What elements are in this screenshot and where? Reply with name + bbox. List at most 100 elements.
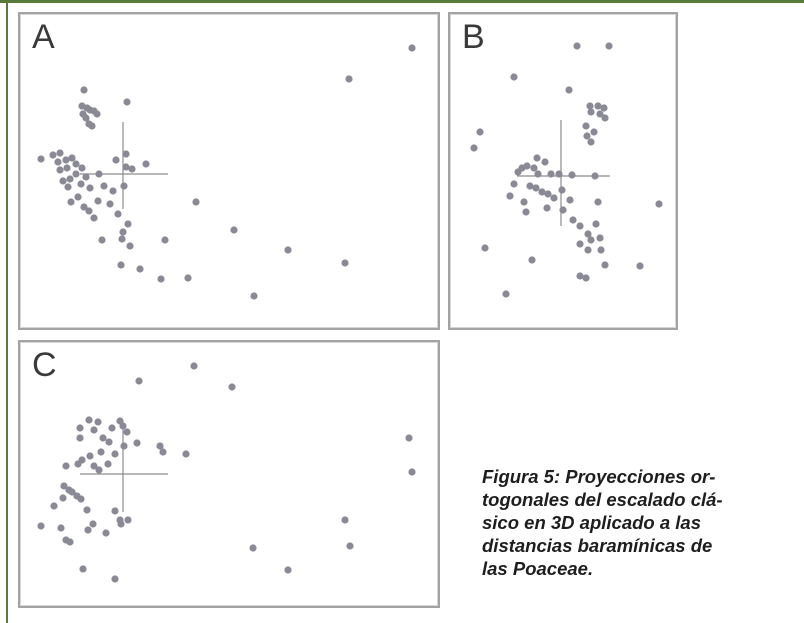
plot-b-point xyxy=(586,102,594,110)
plot-b-point xyxy=(576,272,584,280)
plot-a-point xyxy=(250,292,258,300)
panel-label-b: B xyxy=(462,18,485,56)
plot-c-point xyxy=(108,424,116,432)
plot-b-point xyxy=(592,220,600,228)
plot-a-point xyxy=(88,122,96,130)
plot-a-point xyxy=(142,160,150,168)
plot-b-point xyxy=(576,222,584,230)
plot-a-point xyxy=(157,275,165,283)
plot-a-point xyxy=(284,246,292,254)
plot-c-point xyxy=(123,428,131,436)
plot-a-point xyxy=(128,165,136,173)
plot-c-point xyxy=(346,542,354,550)
plot-b-point xyxy=(569,216,577,224)
plot-c-point xyxy=(79,565,87,573)
plot-c-point xyxy=(159,448,167,456)
plot-c-point xyxy=(405,434,413,442)
plot-c-point xyxy=(76,424,84,432)
plot-a-point xyxy=(124,220,132,228)
plot-a-point xyxy=(80,86,88,94)
plot-c-point xyxy=(86,452,94,460)
plot-c-point xyxy=(37,522,45,530)
plot-c-point xyxy=(341,516,349,524)
panel-label-c: C xyxy=(32,346,57,384)
projection-panel-b: B xyxy=(448,12,678,330)
plot-b-point xyxy=(594,102,602,110)
plot-b-point xyxy=(544,190,552,198)
plot-c-point xyxy=(111,575,119,583)
plot-b-point xyxy=(584,230,592,238)
plot-b-point xyxy=(636,262,644,270)
projection-panel-a: A xyxy=(18,12,440,330)
plot-a-point xyxy=(64,183,72,191)
plot-a-point xyxy=(82,114,90,122)
plot-c-point xyxy=(68,488,76,496)
plot-c-point xyxy=(111,450,119,458)
plot-b-point xyxy=(510,73,518,81)
plot-b-point xyxy=(555,170,563,178)
plot-a-point xyxy=(54,158,62,166)
plot-a-point xyxy=(120,182,128,190)
plot-a-point xyxy=(126,242,134,250)
plot-c-point xyxy=(89,520,97,528)
plot-a-point xyxy=(93,110,101,118)
plot-b-point xyxy=(476,128,484,136)
caption-line-5: las Poaceae. xyxy=(482,558,594,579)
plot-b-point xyxy=(550,194,558,202)
plot-c-point xyxy=(408,468,416,476)
plot-b-point xyxy=(576,240,584,248)
plot-a-point xyxy=(109,187,117,195)
plot-a-point xyxy=(66,175,74,183)
plot-a-point xyxy=(117,261,125,269)
plot-c-point xyxy=(105,438,113,446)
plot-a-point xyxy=(122,150,130,158)
plot-c-point xyxy=(95,466,103,474)
plot-a-point xyxy=(72,160,80,168)
plot-a-point xyxy=(341,259,349,267)
plot-a-point xyxy=(67,198,75,206)
plot-b-point xyxy=(533,154,541,162)
plot-a-point xyxy=(408,44,416,52)
page-frame-top xyxy=(0,0,804,3)
scatter-plot-a xyxy=(37,44,416,300)
page-frame-left xyxy=(6,0,8,623)
plot-c-point xyxy=(57,524,65,532)
plot-c-point xyxy=(83,506,91,514)
plot-c-point xyxy=(104,460,112,468)
plot-a-point xyxy=(59,177,67,185)
plot-c-point xyxy=(182,450,190,458)
plot-b-point xyxy=(573,42,581,50)
plot-c-point xyxy=(120,442,128,450)
scatter-plot-b xyxy=(470,42,663,298)
plot-c-point xyxy=(66,538,74,546)
plot-a-point xyxy=(136,265,144,273)
plot-a-point xyxy=(100,182,108,190)
plot-b-point xyxy=(582,274,590,282)
plot-a-point xyxy=(72,170,80,178)
plot-b-point xyxy=(538,188,546,196)
plot-c-point xyxy=(84,526,92,534)
plot-a-point xyxy=(192,198,200,206)
plot-b-point xyxy=(587,108,595,116)
plot-c-point xyxy=(77,495,85,503)
plot-c-point xyxy=(284,566,292,574)
plot-b-point xyxy=(601,261,609,269)
plot-a-point xyxy=(85,207,93,215)
plot-c-point xyxy=(228,383,236,391)
plot-b-point xyxy=(605,42,613,50)
panel-label-a: A xyxy=(32,18,55,56)
plot-b-point xyxy=(568,171,576,179)
plot-a-point xyxy=(56,149,64,157)
plot-c-point xyxy=(94,418,102,426)
plot-a-point xyxy=(56,166,64,174)
plot-a-point xyxy=(122,163,130,171)
plot-a-point xyxy=(77,180,85,188)
plot-a-point xyxy=(161,236,169,244)
plot-b-point xyxy=(566,196,574,204)
plot-b-point xyxy=(591,172,599,180)
plot-b-point xyxy=(530,164,538,172)
plot-b-point xyxy=(534,170,542,178)
plot-b-point xyxy=(590,128,598,136)
plot-a-point xyxy=(106,200,114,208)
plot-a-point xyxy=(78,164,86,172)
